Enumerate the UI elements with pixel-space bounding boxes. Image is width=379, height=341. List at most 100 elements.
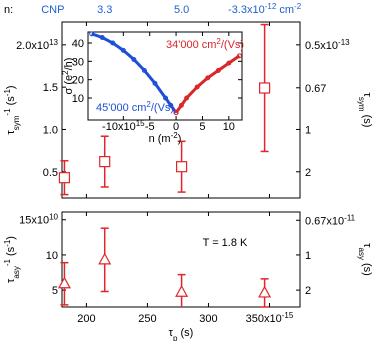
text-part: -1	[3, 108, 12, 116]
annotation: 45'000 cm2/(Vs)	[96, 100, 174, 115]
y2-tick-label: 1	[305, 124, 311, 136]
text-part: -11	[344, 213, 356, 222]
text-part: 0.67x10	[305, 215, 344, 227]
x-tick-label: 10	[223, 121, 235, 133]
text-part: τ	[5, 278, 17, 283]
y2-axis-title: τsym (s)	[358, 93, 374, 128]
y-tick-label: 10	[46, 250, 58, 262]
y-axis-title: τasy-1 (s-1)	[3, 236, 21, 283]
marker	[57, 276, 71, 289]
text-part: τ	[361, 93, 373, 98]
text-part: -1	[3, 259, 12, 267]
x-tick-label: -5	[145, 121, 155, 133]
text-part: -2	[294, 2, 302, 11]
text-part: /(Vs)	[151, 102, 174, 114]
y2-tick-label: 1	[305, 250, 311, 262]
data-point	[110, 40, 116, 46]
y2-axis-title: τasy (s)	[358, 243, 374, 276]
text-part: cm	[276, 4, 294, 16]
text-part: σ (e	[63, 75, 75, 95]
text-part: 13	[49, 37, 58, 46]
data-point	[194, 84, 200, 90]
data-point	[152, 80, 158, 86]
data-point	[173, 110, 179, 116]
marker	[98, 252, 112, 265]
y-tick-label: 1.5	[43, 82, 58, 94]
data-point	[168, 102, 174, 108]
y-tick-label: 2.0x1013	[16, 37, 58, 52]
text-part: )	[5, 236, 17, 240]
x-tick-label: -10x1015	[102, 119, 145, 134]
x2-tick-label: 3.3	[97, 4, 112, 16]
text-part: n (m	[149, 133, 171, 145]
text-part: 0.5x10	[305, 40, 338, 52]
x-tick-label: 350x10-15	[246, 311, 294, 326]
plot-frame	[61, 21, 301, 199]
x-axis-title: τp (s)	[169, 327, 194, 341]
x2-tick-label: 5.0	[174, 4, 189, 16]
data-point	[184, 95, 190, 101]
y-tick-label: 30	[72, 56, 84, 68]
text-part: p	[173, 334, 178, 341]
x-tick-label: 5	[199, 121, 205, 133]
text-part: /(Vs)	[221, 39, 244, 51]
text-part: asy	[358, 248, 367, 260]
annotation: 34'000 cm2/(Vs)	[166, 37, 244, 52]
text-part: 5.0	[174, 4, 189, 16]
plot-frame	[87, 31, 243, 121]
x2-tick-label: -3.3x10-12 cm-2	[228, 2, 302, 17]
text-part: /h)	[63, 58, 75, 71]
text-part: 10	[49, 212, 58, 221]
text-part: 45'000 cm	[96, 102, 146, 114]
x-tick-label: 0	[173, 121, 179, 133]
y2-tick-label: 0.67x10-11	[305, 213, 356, 228]
text-part: (s)	[361, 260, 373, 276]
marker	[175, 284, 189, 297]
text-part: 2.0x10	[16, 40, 49, 52]
data-point	[178, 102, 184, 108]
data-point	[131, 57, 137, 62]
text-part: (s	[5, 96, 17, 109]
text-part: 2	[61, 70, 70, 75]
data-point	[236, 53, 242, 59]
marker	[58, 172, 71, 184]
text-part: sym	[358, 97, 367, 112]
marker	[99, 156, 111, 168]
y2-tick-label: 0.5x10-13	[305, 37, 350, 52]
text-part: asy	[12, 266, 21, 278]
text-part: -3.3x10	[228, 4, 265, 16]
text-part: (s)	[361, 112, 373, 128]
x-tick-label: 200	[77, 313, 95, 325]
text-part: CNP	[41, 4, 64, 16]
text-part: -1	[3, 89, 12, 97]
data-point	[226, 60, 232, 66]
y2-tick-label: 2	[305, 285, 311, 297]
x-tick-label: 250	[138, 313, 156, 325]
y-tick-label: 5	[52, 285, 58, 297]
text-part: sym	[12, 115, 21, 130]
text-part: -2	[171, 131, 179, 140]
text-part: (s)	[177, 327, 193, 339]
data-point	[205, 75, 211, 81]
data-point	[215, 68, 221, 73]
text-part: 3.3	[97, 4, 112, 16]
data-line	[91, 32, 178, 114]
text-part: -1	[3, 239, 12, 247]
data-point	[89, 31, 95, 37]
y-tick-label: 20	[72, 75, 84, 87]
text-part: 15x10	[19, 215, 49, 227]
marker	[176, 161, 188, 173]
y-axis-title: τsym-1 (s-1)	[3, 85, 21, 134]
text-part: -13	[338, 37, 350, 46]
y-tick-label: 10	[72, 93, 84, 105]
inset-background	[88, 32, 242, 120]
marker	[258, 285, 272, 298]
data-point	[163, 95, 169, 101]
text-part: 2	[146, 100, 151, 109]
y-tick-label: 40	[72, 38, 84, 50]
text-part: 2	[216, 37, 221, 46]
data-point	[141, 68, 147, 73]
text-part: )	[178, 133, 182, 145]
marker	[259, 82, 271, 94]
